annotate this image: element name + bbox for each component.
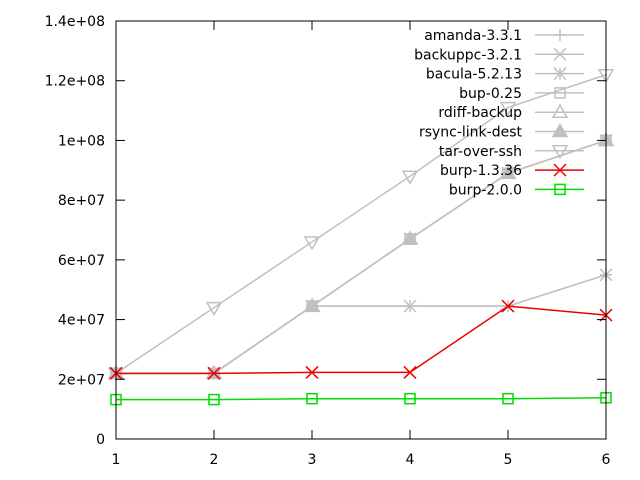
x-tick-label: 1 (112, 452, 121, 468)
legend-item: rsync-link-dest (419, 123, 584, 141)
legend-label: bup-0.25 (459, 86, 522, 102)
legend-item: burp-2.0.0 (449, 182, 584, 198)
data-point (404, 392, 416, 405)
x-tick-label: 2 (210, 452, 219, 468)
legend-marker (551, 123, 569, 138)
series-line (116, 139, 607, 375)
series-bacula-5.2.13 (109, 133, 613, 380)
y-tick-label: 1e+08 (58, 133, 105, 149)
legend-marker (553, 67, 567, 81)
data-point (401, 170, 419, 185)
data-point (499, 101, 517, 117)
y-tick-label: 2e+07 (58, 372, 105, 388)
series-layer (107, 68, 615, 406)
legend-marker (554, 87, 566, 99)
data-point (403, 365, 417, 379)
data-point (403, 299, 417, 313)
series-line (116, 139, 607, 375)
legend-marker (554, 183, 566, 196)
legend-label: amanda-3.3.1 (424, 28, 522, 44)
x-tick-label: 6 (602, 452, 611, 468)
legend-item: backuppc-3.2.1 (414, 47, 584, 63)
legend-label: bacula-5.2.13 (426, 67, 522, 83)
legend-label: burp-1.3.36 (440, 163, 522, 179)
data-point (205, 301, 223, 317)
legend: amanda-3.3.1 backuppc-3.2.1 bacula-5.2.13 b… (414, 28, 584, 198)
legend-label: rdiff-backup (438, 105, 522, 121)
x-tick-label: 3 (308, 452, 317, 468)
legend-marker (551, 103, 569, 118)
series-burp-2.0.0 (110, 392, 612, 406)
data-point (208, 393, 220, 406)
y-tick-label: 4e+07 (58, 313, 105, 329)
series-line (116, 397, 607, 401)
legend-item: tar-over-ssh (439, 144, 584, 160)
series-burp-1.3.36 (109, 299, 613, 380)
legend-label: rsync-link-dest (419, 125, 523, 141)
data-point (499, 164, 517, 180)
data-point (303, 297, 321, 312)
data-point (501, 299, 515, 313)
y-tick-label: 6e+07 (58, 253, 105, 269)
data-point (401, 230, 419, 245)
series-line (115, 74, 607, 374)
data-point (502, 392, 514, 405)
legend-label: tar-over-ssh (439, 144, 522, 160)
data-point (207, 366, 221, 380)
legend-marker (554, 29, 566, 41)
axis-layer: 0 2e+07 4e+07 6e+07 8e+07 1e+08 1.2e+08 1.4e+08… (45, 14, 611, 468)
legend-label: backuppc-3.2.1 (414, 47, 522, 63)
y-tick-label: 1.4e+08 (45, 14, 105, 30)
y-tick-label: 1.2e+08 (45, 74, 105, 90)
series-amanda-3.3.1 (110, 268, 612, 380)
plot-frame (115, 20, 607, 440)
legend-marker (553, 47, 567, 61)
x-tick-label: 4 (406, 452, 415, 468)
legend-label: burp-2.0.0 (449, 182, 522, 198)
series-line (116, 139, 607, 375)
legend-marker (551, 145, 569, 160)
legend-marker (553, 163, 567, 177)
series-line (116, 305, 607, 375)
legend-item: bup-0.25 (459, 86, 584, 102)
y-tick-label: 8e+07 (58, 193, 105, 209)
legend-item: amanda-3.3.1 (424, 28, 584, 44)
data-point (306, 392, 318, 405)
legend-item: rdiff-backup (438, 103, 584, 121)
series-bup-0.25 (110, 134, 612, 380)
series-tar-over-ssh (107, 68, 615, 382)
data-point (305, 365, 319, 379)
legend-item: burp-1.3.36 (440, 163, 584, 179)
series-line (116, 139, 607, 375)
series-backuppc-3.2.1 (109, 268, 613, 380)
data-point (303, 236, 321, 251)
x-tick-label: 5 (504, 452, 513, 468)
legend-item: bacula-5.2.13 (426, 67, 584, 83)
y-tick-label: 0 (96, 432, 105, 448)
